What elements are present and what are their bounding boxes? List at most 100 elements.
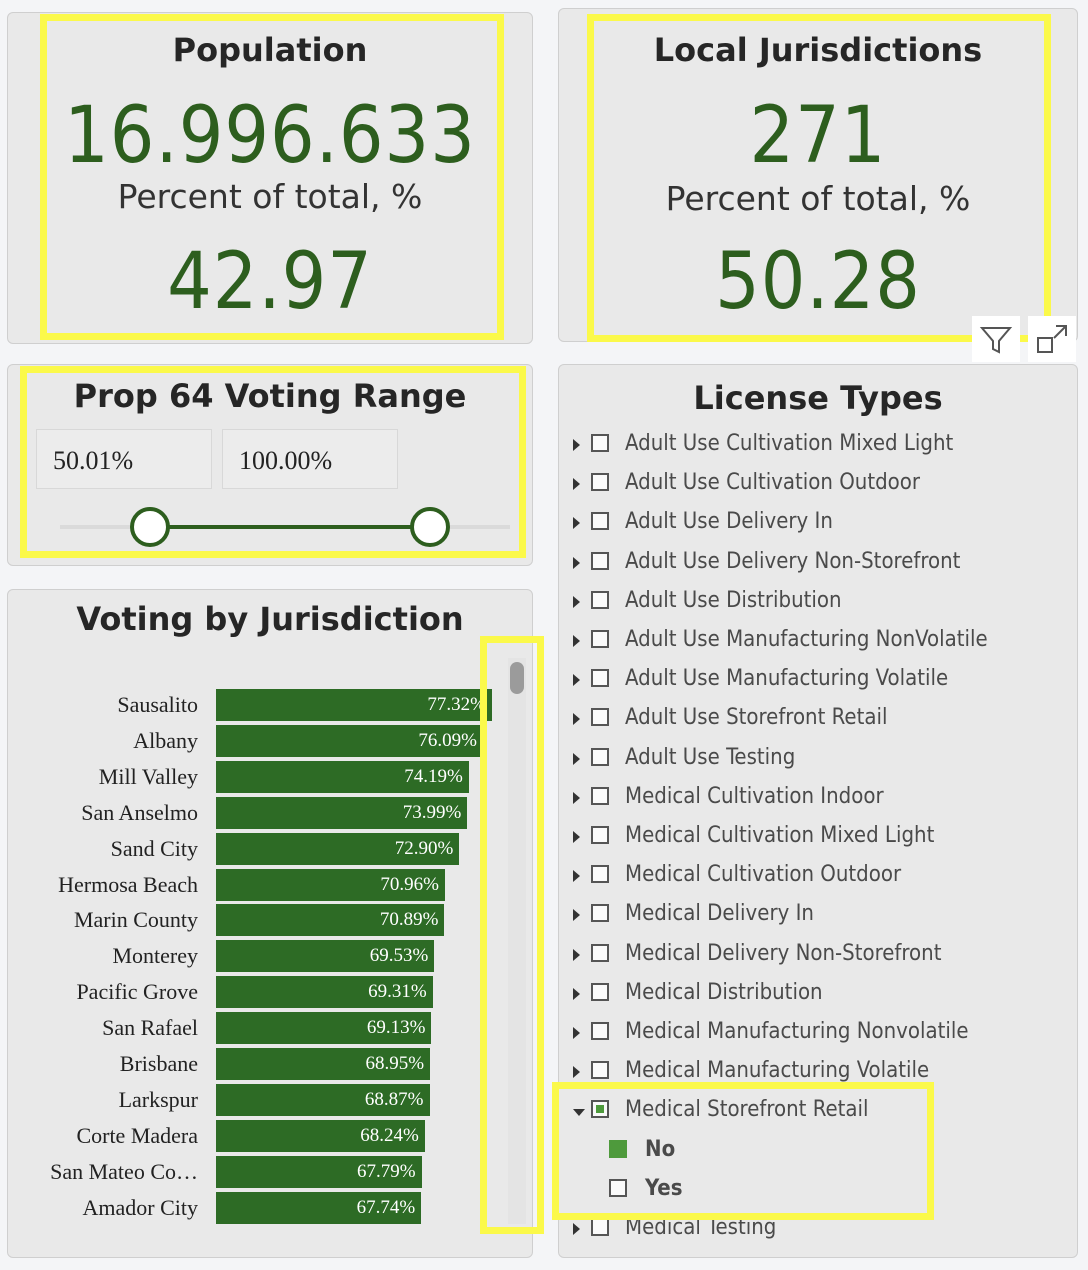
caret-right-icon[interactable] bbox=[573, 595, 580, 608]
bar-row[interactable]: Monterey 69.53% bbox=[8, 940, 534, 973]
checkbox[interactable] bbox=[591, 590, 609, 609]
bar-label: Albany bbox=[133, 727, 198, 753]
caret-right-icon[interactable] bbox=[573, 1066, 580, 1079]
bar-label: Sand City bbox=[110, 835, 198, 861]
bar[interactable]: 73.99% bbox=[216, 796, 468, 829]
checkbox[interactable] bbox=[591, 669, 609, 688]
checkbox[interactable] bbox=[591, 865, 609, 884]
caret-right-icon[interactable] bbox=[573, 439, 580, 451]
bar[interactable]: 67.79% bbox=[216, 1155, 422, 1188]
voting-chart-title: Voting by Jurisdiction bbox=[76, 600, 464, 638]
caret-right-icon[interactable] bbox=[573, 831, 580, 843]
voting-chart-card: Voting by Jurisdiction Sausalito 77.32% Al… bbox=[7, 589, 533, 1258]
chart-scrollbar-thumb[interactable] bbox=[510, 662, 524, 694]
bar-row[interactable]: Hermosa Beach 70.96% bbox=[8, 868, 534, 901]
bar-row[interactable]: Corte Madera 68.24% bbox=[8, 1119, 534, 1152]
caret-right-icon[interactable] bbox=[573, 948, 580, 961]
caret-right-icon[interactable] bbox=[573, 1223, 580, 1235]
checkbox[interactable] bbox=[591, 982, 609, 1001]
checkbox[interactable] bbox=[591, 1100, 609, 1119]
range-min-input[interactable]: 50.01% bbox=[36, 429, 212, 489]
checkbox[interactable] bbox=[591, 1061, 609, 1080]
bar-label: Corte Madera bbox=[76, 1122, 198, 1148]
bar-row[interactable]: Pacific Grove 69.31% bbox=[8, 976, 534, 1009]
checkbox[interactable] bbox=[591, 512, 609, 531]
bar-row[interactable]: Amador City 67.74% bbox=[8, 1191, 534, 1224]
checkbox[interactable] bbox=[591, 1022, 609, 1040]
bar[interactable]: 70.96% bbox=[216, 868, 445, 901]
caret-right-icon[interactable] bbox=[573, 517, 580, 530]
focus-mode-button[interactable] bbox=[1028, 316, 1076, 362]
checkbox[interactable] bbox=[609, 1139, 627, 1158]
bar-row[interactable]: San Mateo Co… 67.79% bbox=[8, 1155, 534, 1188]
bar[interactable]: 69.53% bbox=[216, 940, 435, 973]
filter-button[interactable] bbox=[972, 316, 1020, 362]
bar-row[interactable]: Sand City 72.90% bbox=[8, 832, 534, 865]
range-max-input[interactable]: 100.00% bbox=[222, 429, 398, 489]
checkbox[interactable] bbox=[591, 943, 609, 962]
population-percent-label: Percent of total, % bbox=[117, 177, 423, 216]
slider-min-handle[interactable] bbox=[130, 507, 171, 547]
checkbox[interactable] bbox=[591, 747, 609, 766]
caret-right-icon[interactable] bbox=[573, 478, 580, 491]
bar[interactable]: 70.89% bbox=[216, 904, 445, 937]
bar[interactable]: 76.09% bbox=[216, 724, 483, 757]
caret-right-icon[interactable] bbox=[573, 791, 580, 804]
checkbox[interactable] bbox=[591, 630, 609, 648]
checkbox[interactable] bbox=[591, 434, 609, 452]
slider-track-selected bbox=[150, 525, 430, 529]
caret-right-icon[interactable] bbox=[573, 635, 580, 647]
bar-row[interactable]: San Anselmo 73.99% bbox=[8, 796, 534, 829]
license-type-label: Adult Use Cultivation Mixed Light bbox=[625, 431, 954, 456]
caret-down-icon[interactable] bbox=[573, 1109, 585, 1117]
bar-row[interactable]: Albany 76.09% bbox=[8, 724, 534, 757]
checkbox[interactable] bbox=[591, 1218, 609, 1236]
bar-value-label: 69.53% bbox=[369, 945, 429, 967]
caret-right-icon[interactable] bbox=[573, 870, 580, 883]
slider-max-handle[interactable] bbox=[410, 507, 450, 547]
caret-right-icon[interactable] bbox=[573, 556, 580, 569]
bar[interactable]: 68.24% bbox=[216, 1119, 425, 1152]
license-types-card: License Types Adult Use Cultivation Mixe… bbox=[558, 364, 1078, 1258]
bar[interactable]: 72.90% bbox=[216, 832, 460, 865]
bar-row[interactable]: Larkspur 68.87% bbox=[8, 1083, 534, 1116]
bar[interactable]: 69.31% bbox=[216, 976, 433, 1009]
chart-scrollbar[interactable] bbox=[508, 658, 526, 1224]
license-type-label: Medical Cultivation Outdoor bbox=[625, 862, 902, 888]
license-type-label: Medical Delivery In bbox=[625, 901, 814, 927]
bar-row[interactable]: Marin County 70.89% bbox=[8, 904, 534, 937]
bar[interactable]: 69.13% bbox=[216, 1012, 432, 1045]
checkbox[interactable] bbox=[591, 708, 609, 727]
bar[interactable]: 77.32% bbox=[216, 689, 492, 721]
bar-value-label: 69.13% bbox=[366, 1017, 426, 1039]
caret-right-icon[interactable] bbox=[573, 987, 580, 1000]
bar-chart: Sausalito 77.32% Albany 76.09% Mill Valley 74… bbox=[8, 590, 534, 1259]
checkbox[interactable] bbox=[591, 826, 609, 844]
bar-row[interactable]: Mill Valley 74.19% bbox=[8, 760, 534, 793]
bar-row[interactable]: Brisbane 68.95% bbox=[8, 1048, 534, 1080]
caret-right-icon[interactable] bbox=[573, 713, 580, 726]
bar-label: San Anselmo bbox=[81, 799, 198, 825]
bar[interactable]: 68.95% bbox=[216, 1048, 431, 1080]
checkbox[interactable] bbox=[591, 551, 609, 570]
bar-row[interactable]: San Rafael 69.13% bbox=[8, 1012, 534, 1045]
bar[interactable]: 67.74% bbox=[216, 1191, 422, 1224]
checkbox[interactable] bbox=[591, 904, 609, 923]
bar-label: Monterey bbox=[112, 943, 198, 969]
caret-right-icon[interactable] bbox=[573, 909, 580, 922]
caret-right-icon[interactable] bbox=[573, 674, 580, 687]
license-type-label: Adult Use Delivery Non-Storefront bbox=[625, 548, 961, 574]
population-card: Population 16.996.633 Percent of total, … bbox=[7, 12, 533, 344]
caret-right-icon[interactable] bbox=[573, 752, 580, 765]
caret-right-icon[interactable] bbox=[573, 1027, 580, 1039]
bar[interactable]: 68.87% bbox=[216, 1083, 430, 1116]
checkbox[interactable] bbox=[591, 786, 609, 805]
license-type-label: Medical Delivery Non-Storefront bbox=[625, 940, 942, 966]
bar[interactable]: 74.19% bbox=[216, 760, 469, 793]
bar-value-label: 76.09% bbox=[418, 729, 477, 751]
license-type-label: Adult Use Manufacturing NonVolatile bbox=[625, 627, 988, 652]
license-type-label: Medical Manufacturing Nonvolatile bbox=[625, 1019, 969, 1044]
bar-row[interactable]: Sausalito 77.32% bbox=[8, 689, 534, 721]
checkbox[interactable] bbox=[591, 473, 609, 492]
checkbox[interactable] bbox=[609, 1178, 627, 1197]
